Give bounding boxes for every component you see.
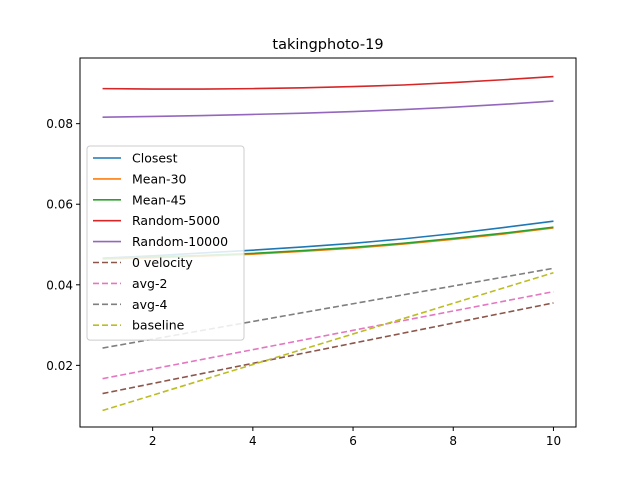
y-tick-label: 0.02 [46, 359, 73, 373]
legend-label-mean-45: Mean-45 [132, 192, 186, 207]
chart-title: takingphoto-19 [272, 37, 383, 53]
x-tick-label: 2 [149, 434, 157, 448]
series-line-0-velocity [102, 302, 554, 395]
legend-box [86, 145, 245, 341]
x-tick-label: 6 [349, 434, 357, 448]
series-line-avg-2 [102, 290, 554, 380]
series-line-baseline [102, 271, 554, 412]
x-tick-label: 4 [249, 434, 257, 448]
y-tick-label: 0.08 [46, 117, 73, 131]
series-line-random-5000 [102, 75, 554, 90]
x-tick-label: 10 [546, 434, 561, 448]
legend-label-closest: Closest [132, 151, 178, 166]
plot-area-frame [79, 57, 577, 428]
legend-label-0-velocity: 0 velocity [132, 255, 193, 270]
legend-label-random-10000: Random-10000 [132, 234, 228, 249]
legend-label-avg-4: avg-4 [132, 297, 168, 312]
x-tick-label: 8 [449, 434, 457, 448]
legend-label-baseline: baseline [132, 318, 185, 333]
axis-ticks: 2 4 6 8 10 0.02 0.04 0.06 0.08 [46, 117, 561, 448]
series-line-random-10000 [102, 100, 554, 119]
legend-label-random-5000: Random-5000 [132, 213, 220, 228]
y-tick-label: 0.06 [46, 198, 73, 212]
legend-label-mean-30: Mean-30 [132, 171, 187, 186]
y-tick-label: 0.04 [46, 278, 73, 292]
legend: Closest Mean-30 Mean-45 Random-5000 Random-1… [86, 145, 245, 341]
legend-label-avg-2: avg-2 [132, 276, 167, 291]
